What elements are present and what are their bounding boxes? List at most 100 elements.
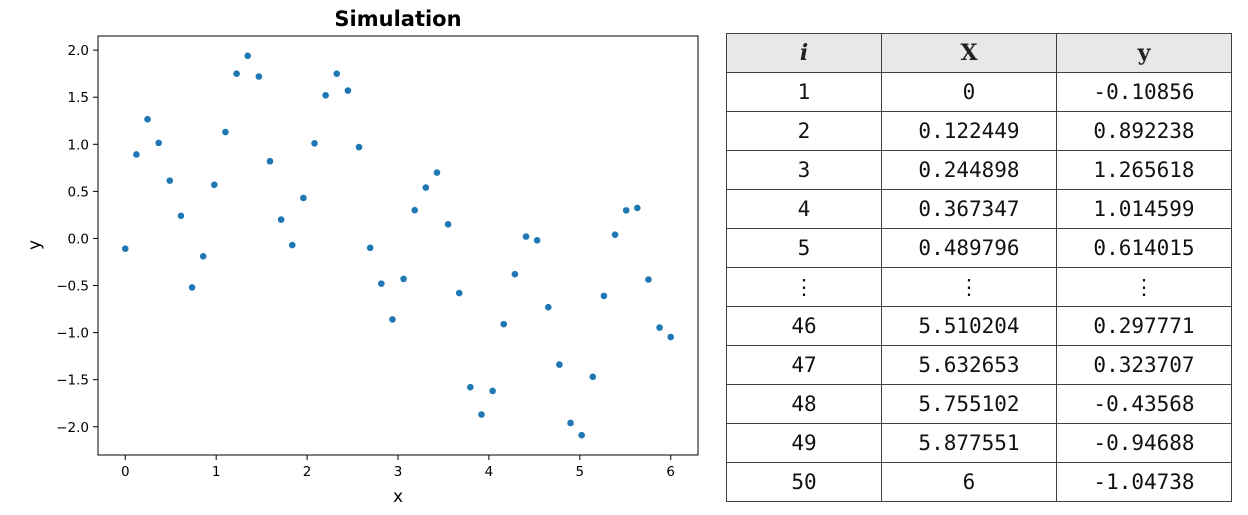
y-axis-label: y	[25, 240, 45, 250]
table-cell: ⋮	[881, 267, 1057, 307]
y-tick-label: 1.0	[68, 137, 89, 153]
x-axis-label: x	[393, 487, 403, 507]
table-cell: -0.94688	[1056, 423, 1232, 463]
data-point	[578, 431, 585, 439]
table-cell: 50	[726, 462, 882, 502]
y-tick-label: −1.0	[56, 326, 89, 342]
data-point	[589, 373, 597, 381]
table-row: 5 0.489796 0.614015	[726, 228, 1232, 268]
table-cell: 6	[881, 462, 1057, 502]
header-i: i	[726, 33, 882, 73]
data-point	[177, 212, 185, 220]
table-row: 1 0 -0.10856	[726, 72, 1232, 112]
table-cell: 0	[881, 72, 1057, 112]
table-row: 47 5.632653 0.323707	[726, 345, 1232, 385]
data-point	[121, 245, 129, 253]
table-cell: 49	[726, 423, 882, 463]
x-tick-label: 0	[121, 464, 130, 480]
data-point	[155, 139, 162, 147]
y-tick-label: −1.5	[56, 373, 89, 389]
table-row: 2 0.122449 0.892238	[726, 111, 1232, 151]
data-point	[266, 157, 274, 165]
table-cell: 0.614015	[1056, 228, 1232, 268]
table-cell: 5.510204	[881, 306, 1057, 346]
y-axis-ticks: 2.0 1.5 1.0 0.5 0.0 −0.5 −1.0 −1.5 −2.0	[56, 43, 98, 436]
table-cell: 2	[726, 111, 882, 151]
x-tick-label: 3	[394, 464, 403, 480]
data-point	[622, 207, 630, 214]
data-point	[667, 333, 675, 341]
data-point	[467, 383, 474, 391]
data-point	[400, 275, 407, 283]
y-tick-label: −0.5	[56, 279, 89, 295]
header-y: y	[1056, 33, 1232, 73]
table-cell: 46	[726, 306, 882, 346]
data-point	[322, 92, 329, 99]
table-cell: 4	[726, 189, 882, 229]
table-row: 46 5.510204 0.297771	[726, 306, 1232, 346]
y-tick-label: 1.5	[68, 90, 89, 106]
table-row: 48 5.755102 -0.43568	[726, 384, 1232, 424]
table-row: 3 0.244898 1.265618	[726, 150, 1232, 190]
table-cell: ⋮	[726, 267, 882, 307]
data-point	[344, 87, 352, 94]
table-cell: -0.10856	[1056, 72, 1232, 112]
table-cell: 5.632653	[881, 345, 1057, 385]
header-x: X	[881, 33, 1057, 73]
y-tick-label: −2.0	[56, 420, 89, 436]
data-point	[222, 128, 229, 136]
y-tick-label: 0.0	[68, 231, 89, 247]
data-point	[277, 216, 285, 223]
data-point	[211, 181, 218, 189]
table-row: ⋮ ⋮ ⋮	[726, 267, 1232, 307]
data-point	[645, 276, 652, 283]
table-cell: 48	[726, 384, 882, 424]
data-point	[634, 204, 641, 212]
table-cell: 0.367347	[881, 189, 1057, 229]
data-point	[489, 387, 496, 395]
data-point	[144, 115, 151, 123]
data-point	[533, 237, 541, 244]
data-point	[522, 233, 530, 240]
plot-frame	[97, 35, 699, 456]
table-cell: 0.892238	[1056, 111, 1232, 151]
data-point	[166, 177, 174, 184]
table-header-row: i X y	[726, 33, 1232, 73]
x-tick-label: 2	[303, 464, 312, 480]
table-row: 4 0.367347 1.014599	[726, 189, 1232, 229]
data-point	[366, 244, 374, 252]
data-point	[455, 289, 463, 297]
x-tick-label: 5	[576, 464, 585, 480]
data-point	[444, 221, 452, 228]
data-point	[288, 241, 296, 249]
data-point	[567, 419, 574, 427]
data-point	[422, 184, 430, 191]
data-point	[244, 52, 252, 60]
data-point	[544, 303, 552, 311]
data-point	[311, 140, 318, 147]
data-point	[411, 206, 419, 214]
data-point	[500, 320, 508, 328]
scatter-chart: Simulation 0 1 2 3 4 5 6 2.0 1.5 1.0 0.5 0.0 −0.5 −1…	[25, 7, 699, 507]
data-point	[199, 253, 207, 260]
data-point	[511, 270, 519, 278]
table-cell: 1.265618	[1056, 150, 1232, 190]
x-axis-ticks: 0 1 2 3 4 5 6	[121, 455, 675, 480]
table-row: 50 6 -1.04738	[726, 462, 1232, 502]
table-cell: ⋮	[1056, 267, 1232, 307]
y-tick-label: 2.0	[68, 43, 89, 59]
data-point	[656, 324, 663, 331]
data-point	[233, 70, 240, 77]
table-cell: 1.014599	[1056, 189, 1232, 229]
data-point	[378, 280, 385, 287]
table-cell: 0.489796	[881, 228, 1057, 268]
table-cell: 3	[726, 150, 882, 190]
data-point	[556, 361, 563, 368]
x-tick-label: 1	[212, 464, 221, 480]
table-cell: 0.244898	[881, 150, 1057, 190]
table-cell: 0.122449	[881, 111, 1057, 151]
table-cell: 5.877551	[881, 423, 1057, 463]
table-cell: 1	[726, 72, 882, 112]
data-point	[433, 169, 441, 176]
data-point	[133, 151, 140, 158]
